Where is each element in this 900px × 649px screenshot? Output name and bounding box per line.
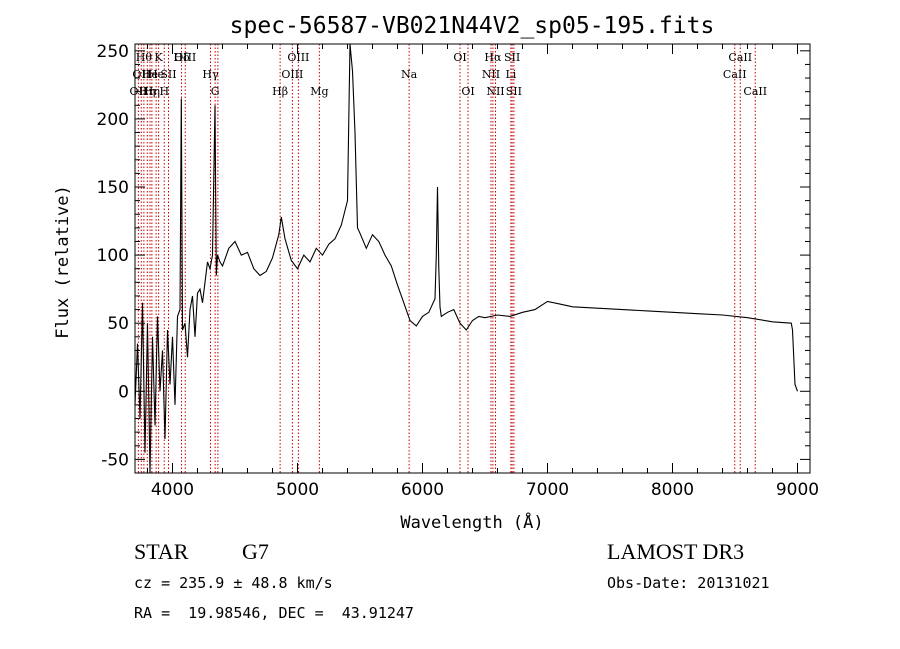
line-marker-label: OIII bbox=[281, 68, 303, 81]
x-tick-label: 7000 bbox=[526, 480, 569, 500]
line-marker-label: Li bbox=[505, 68, 516, 81]
x-tick-label: 6000 bbox=[401, 480, 444, 500]
line-marker-label: CaII bbox=[728, 51, 752, 64]
line-marker-label: Hγ bbox=[202, 68, 219, 81]
obs-date: Obs-Date: 20131021 bbox=[607, 574, 770, 592]
axis-ticks: 4000 5000 6000 7000 8000 9000 -50 0 50 100 150 200 2… bbox=[97, 42, 820, 500]
y-tick-label: 100 bbox=[97, 246, 129, 266]
line-marker-label: OIII bbox=[174, 51, 196, 64]
coordinates: RA = 19.98546, DEC = 43.91247 bbox=[134, 604, 414, 622]
y-tick-label: -50 bbox=[101, 450, 129, 470]
x-tick-label: 8000 bbox=[651, 480, 694, 500]
line-markers bbox=[137, 44, 756, 473]
x-axis-label: Wavelength (Å) bbox=[400, 511, 543, 533]
line-marker-label: SII bbox=[160, 68, 176, 81]
line-marker-label: He bbox=[148, 68, 164, 81]
line-marker-label: K bbox=[155, 51, 164, 64]
line-marker-label: SII bbox=[504, 51, 520, 64]
x-tick-label: 4000 bbox=[151, 480, 194, 500]
line-marker-label: H bbox=[159, 85, 169, 98]
y-tick-label: 50 bbox=[107, 314, 129, 334]
line-marker-label: NII bbox=[486, 85, 504, 98]
plot-frame bbox=[134, 43, 811, 474]
y-tick-label: 250 bbox=[97, 42, 129, 62]
line-marker-label: He bbox=[142, 68, 158, 81]
y-tick-label: 0 bbox=[118, 382, 129, 402]
spectrum-series bbox=[134, 43, 799, 474]
y-axis-label: Flux (relative) bbox=[53, 185, 73, 339]
spectral-subclass: G7 bbox=[242, 539, 269, 564]
x-tick-label: 5000 bbox=[276, 480, 319, 500]
y-tick-label: 150 bbox=[97, 178, 129, 198]
line-marker-label: Hθ bbox=[136, 51, 153, 64]
line-marker-label: OI bbox=[453, 51, 466, 64]
line-marker-label: CaII bbox=[743, 85, 767, 98]
line-marker-label: OI bbox=[461, 85, 474, 98]
line-marker-label: CaII bbox=[723, 68, 747, 81]
line-marker-label: Na bbox=[401, 68, 418, 81]
line-marker-label: G bbox=[211, 85, 220, 98]
x-tick-label: 9000 bbox=[776, 480, 819, 500]
survey-name: LAMOST DR3 bbox=[607, 539, 745, 564]
line-marker-label: SII bbox=[506, 85, 522, 98]
spectrum-line bbox=[134, 43, 799, 474]
object-class: STAR bbox=[134, 539, 189, 564]
line-marker-label: Hα bbox=[484, 51, 502, 64]
line-marker-label: Hη bbox=[139, 85, 155, 98]
line-marker-label: Mg bbox=[310, 85, 328, 98]
chart-title: spec-56587-VB021N44V2_sp05-195.fits bbox=[230, 13, 715, 39]
redshift-readout: cz = 235.9 ± 48.8 km/s bbox=[134, 574, 333, 592]
line-marker-label: OIII bbox=[287, 51, 309, 64]
y-tick-label: 200 bbox=[97, 110, 129, 130]
line-marker-label: Hβ bbox=[272, 85, 288, 98]
line-marker-label: Hη bbox=[144, 85, 160, 98]
line-marker-label: Hδ bbox=[173, 51, 190, 64]
line-marker-label: NII bbox=[482, 68, 500, 81]
